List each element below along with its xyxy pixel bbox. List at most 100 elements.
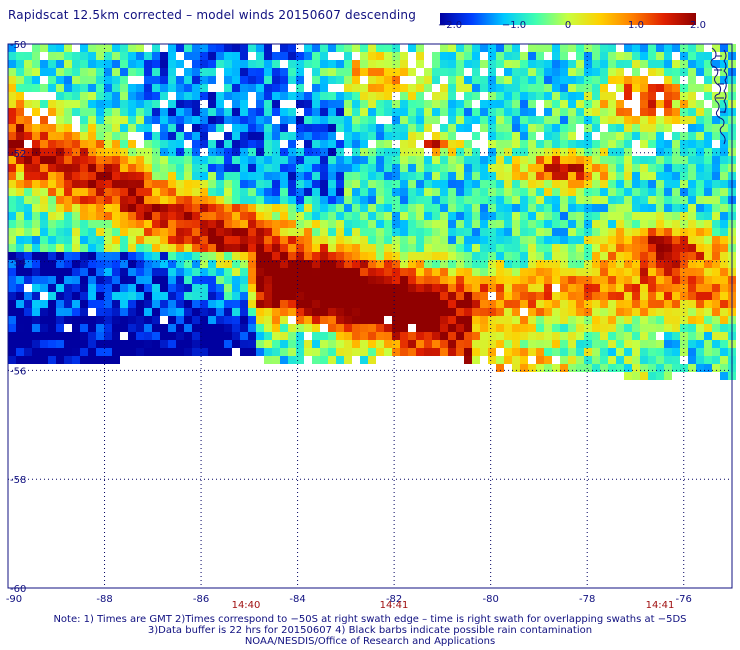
- data-cell: [88, 132, 96, 140]
- data-cell: [488, 228, 496, 236]
- data-cell: [464, 324, 472, 332]
- data-cell: [80, 276, 88, 284]
- data-cell: [432, 324, 440, 332]
- data-cell: [496, 268, 504, 276]
- data-cell: [168, 236, 176, 244]
- data-cell: [696, 148, 704, 156]
- data-cell: [288, 268, 296, 276]
- data-cell: [712, 292, 720, 300]
- data-cell: [440, 140, 448, 148]
- data-cell: [592, 244, 600, 252]
- data-cell: [672, 212, 680, 220]
- data-cell: [232, 196, 240, 204]
- data-cell: [136, 292, 144, 300]
- data-cell: [576, 196, 584, 204]
- data-cell: [64, 260, 72, 268]
- data-cell: [280, 148, 288, 156]
- data-cell: [528, 188, 536, 196]
- data-cell: [128, 148, 136, 156]
- data-cell: [600, 132, 608, 140]
- data-cell: [24, 228, 32, 236]
- data-cell: [240, 52, 248, 60]
- data-cell: [384, 84, 392, 92]
- data-cell: [672, 316, 680, 324]
- data-cell: [624, 148, 632, 156]
- data-cell: [424, 188, 432, 196]
- data-cell: [400, 212, 408, 220]
- data-cell: [584, 124, 592, 132]
- data-cell: [176, 228, 184, 236]
- data-cell: [720, 356, 728, 364]
- data-cell: [216, 308, 224, 316]
- data-cell: [608, 276, 616, 284]
- data-cell: [112, 244, 120, 252]
- data-cell: [544, 284, 552, 292]
- data-cell: [424, 252, 432, 260]
- data-cell: [344, 340, 352, 348]
- data-cell: [608, 116, 616, 124]
- data-cell: [224, 140, 232, 148]
- data-cell: [248, 308, 256, 316]
- data-cell: [608, 260, 616, 268]
- data-cell: [200, 68, 208, 76]
- data-cell: [128, 116, 136, 124]
- data-cell: [368, 108, 376, 116]
- data-cell: [344, 156, 352, 164]
- data-cell: [472, 68, 480, 76]
- data-cell: [256, 196, 264, 204]
- data-cell: [480, 76, 488, 84]
- data-cell: [168, 116, 176, 124]
- data-cell: [432, 316, 440, 324]
- data-cell: [464, 300, 472, 308]
- data-cell: [248, 212, 256, 220]
- data-cell: [64, 284, 72, 292]
- data-cell: [704, 156, 712, 164]
- data-cell: [184, 164, 192, 172]
- data-cell: [80, 108, 88, 116]
- data-cell: [8, 348, 16, 356]
- data-cell: [120, 44, 128, 52]
- data-cell: [56, 164, 64, 172]
- data-cell: [440, 332, 448, 340]
- data-cell: [344, 228, 352, 236]
- data-cell: [192, 220, 200, 228]
- data-cell: [592, 140, 600, 148]
- data-cell: [464, 292, 472, 300]
- data-cell: [688, 164, 696, 172]
- data-cell: [568, 156, 576, 164]
- data-cell: [288, 44, 296, 52]
- data-cell: [520, 252, 528, 260]
- data-cell: [232, 60, 240, 68]
- data-cell: [688, 76, 696, 84]
- data-cell: [464, 204, 472, 212]
- data-cell: [72, 172, 80, 180]
- data-cell: [304, 252, 312, 260]
- data-cell: [184, 68, 192, 76]
- data-cell: [424, 172, 432, 180]
- data-cell: [472, 132, 480, 140]
- data-cell: [720, 308, 728, 316]
- data-cell: [624, 220, 632, 228]
- data-cell: [64, 172, 72, 180]
- data-cell: [80, 76, 88, 84]
- data-cell: [528, 268, 536, 276]
- data-cell: [72, 92, 80, 100]
- data-cell: [664, 108, 672, 116]
- data-cell: [376, 260, 384, 268]
- data-cell: [192, 76, 200, 84]
- data-cell: [40, 204, 48, 212]
- data-cell: [568, 68, 576, 76]
- data-cell: [704, 244, 712, 252]
- data-cell: [584, 212, 592, 220]
- data-cell: [296, 308, 304, 316]
- data-cell: [704, 324, 712, 332]
- data-cell: [520, 228, 528, 236]
- data-cell: [128, 292, 136, 300]
- data-cell: [384, 244, 392, 252]
- data-cell: [664, 156, 672, 164]
- data-cell: [96, 236, 104, 244]
- data-cell: [32, 68, 40, 76]
- data-cell: [8, 324, 16, 332]
- data-cell: [272, 108, 280, 116]
- data-cell: [120, 132, 128, 140]
